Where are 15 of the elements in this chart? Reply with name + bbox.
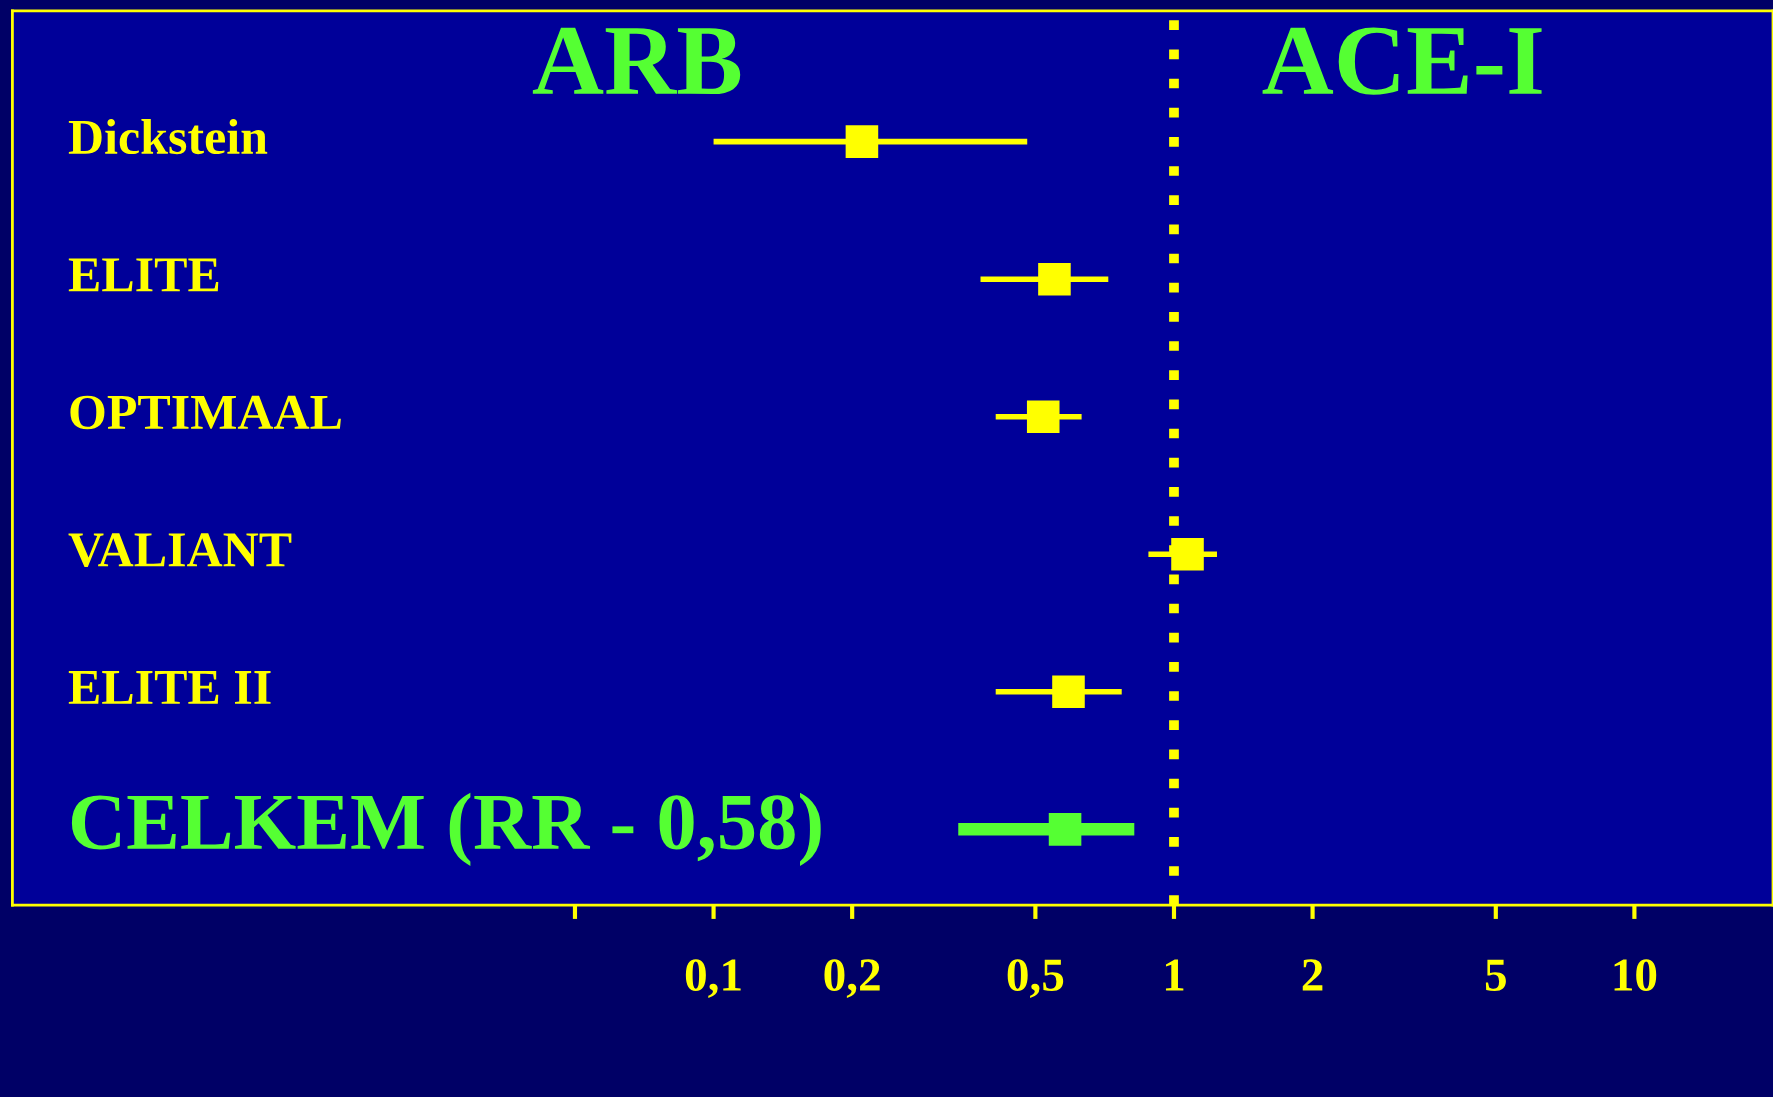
x-tick-label: 0,5 bbox=[1007, 959, 1064, 998]
x-tick-label: 10 bbox=[1614, 959, 1657, 992]
x-tick-label: 5 bbox=[1485, 959, 1506, 992]
y-tick-label: ELITE bbox=[68, 258, 219, 292]
x-tick-label: 0,2 bbox=[824, 959, 880, 998]
x-tick-label: 0,1 bbox=[685, 959, 741, 998]
annotation: ACE-I bbox=[1262, 27, 1542, 95]
y-tick-label: OPTIMAAL bbox=[70, 395, 341, 430]
annotation: ARB bbox=[532, 27, 741, 95]
y-tick-label: ELITE II bbox=[68, 671, 271, 704]
x-tick-label: 1 bbox=[1165, 959, 1184, 991]
y-tick-label: VALIANT bbox=[68, 533, 292, 568]
y-tick-label: CELKEM (RR - 0,58) bbox=[71, 792, 821, 866]
y-tick-label: Dickstein bbox=[68, 118, 268, 155]
x-tick-label: 2 bbox=[1302, 959, 1323, 991]
